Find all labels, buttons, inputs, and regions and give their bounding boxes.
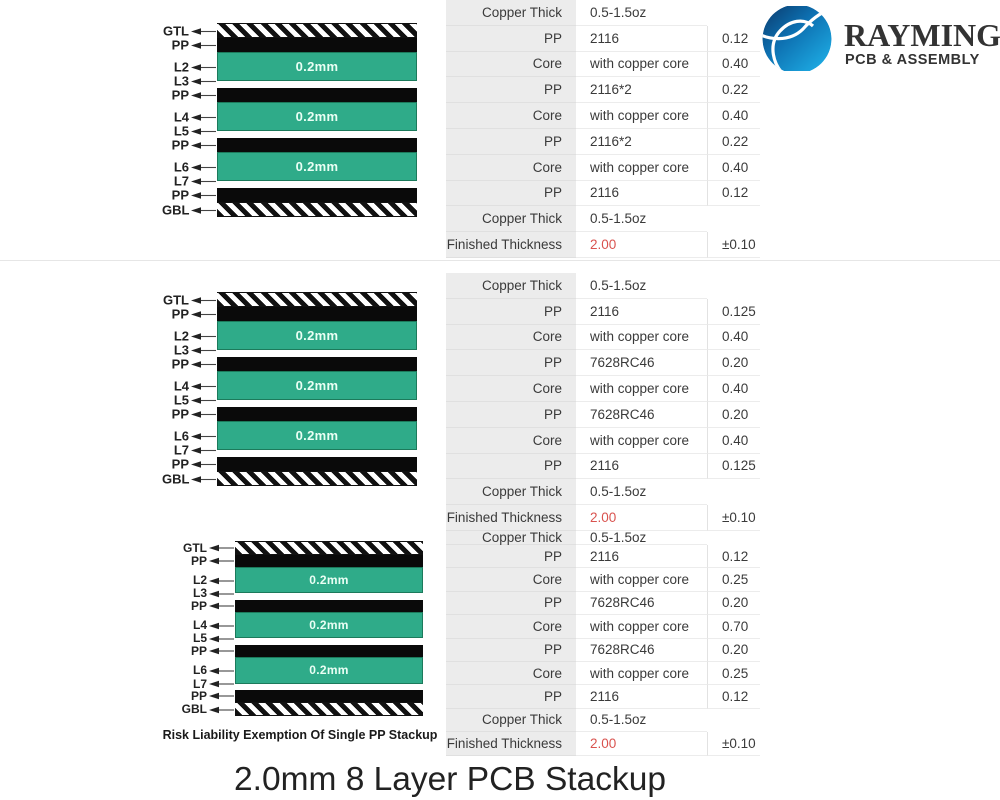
svg-text:RAYMING: RAYMING bbox=[844, 17, 1000, 53]
svg-text:PCB & ASSEMBLY: PCB & ASSEMBLY bbox=[845, 52, 980, 68]
